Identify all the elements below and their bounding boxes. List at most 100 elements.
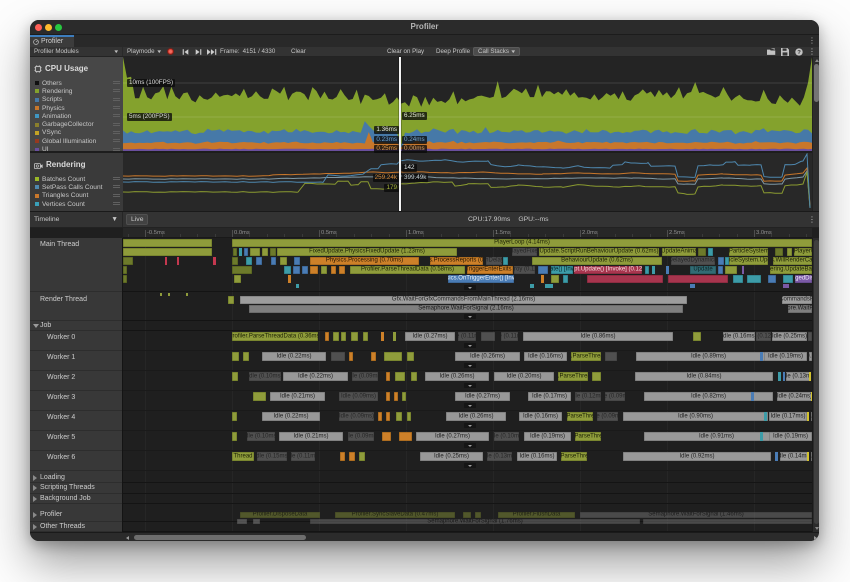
close-traffic-light[interactable] xyxy=(35,24,42,31)
timeline-sample-bar[interactable]: DirectorUpdateAnimationEnd xyxy=(662,248,696,256)
timeline-sample-bar[interactable] xyxy=(384,352,402,361)
timeline-sample-bar[interactable] xyxy=(340,452,345,461)
timeline-sample-bar[interactable]: Idle (0.27ms) xyxy=(405,332,455,341)
timeline-sample-bar[interactable] xyxy=(296,284,299,288)
timeline-sample-bar[interactable] xyxy=(123,266,127,274)
timeline-sample-bar[interactable] xyxy=(253,519,260,524)
timeline-sample-bar[interactable]: Idle (0.26ms) xyxy=(446,412,506,421)
drag-handle-icon[interactable] xyxy=(113,130,120,134)
timeline-sample-bar[interactable] xyxy=(725,257,729,265)
drag-handle-icon[interactable] xyxy=(113,177,120,181)
timeline-track-area[interactable]: PlayerLoop (4.14ms) FixedUpdate.PhysicsFi… xyxy=(123,238,812,532)
thread-label-worker-0[interactable]: Worker 0 xyxy=(47,334,76,341)
timeline-sample-bar[interactable] xyxy=(407,412,411,421)
timeline-view-dropdown[interactable]: Timeline ▼ xyxy=(30,212,123,227)
timeline-sample-bar[interactable]: Idle (0.13ms) xyxy=(487,452,512,461)
timeline-sample-bar[interactable]: Idle (0.25ms) xyxy=(811,452,812,461)
timeline-sample-bar[interactable]: Gfx.WaitForGfxCommandsFromMainThread xyxy=(782,296,812,304)
timeline-sample-bar[interactable] xyxy=(386,412,390,421)
expand-rows-icon[interactable] xyxy=(464,383,476,388)
timeline-sample-bar[interactable] xyxy=(339,266,345,274)
timeline-sample-bar[interactable]: ParticleSystem.Update xyxy=(729,257,768,265)
scroll-up-arrow-icon[interactable] xyxy=(814,58,819,62)
timeline-sample-bar[interactable]: Idle (0.22ms) xyxy=(262,412,320,421)
timeline-sample-bar[interactable]: Profiler.DisposeData xyxy=(240,512,320,518)
timeline-sample-bar[interactable]: Idle (0.09ms) xyxy=(597,412,618,421)
timeline-sample-bar[interactable]: Idle (0.09ms) xyxy=(339,412,374,421)
timeline-sample-bar[interactable]: Idle (0.90ms) xyxy=(623,412,768,421)
legend-item-setpass-calls-count[interactable]: SetPass Calls Count xyxy=(30,183,123,191)
thread-label-worker-3[interactable]: Worker 3 xyxy=(47,394,76,401)
timeline-sample-bar[interactable]: Profiler.ParseThreadData xyxy=(558,372,588,381)
drag-handle-icon[interactable] xyxy=(113,114,120,118)
timeline-sample-bar[interactable] xyxy=(742,266,744,274)
record-button[interactable] xyxy=(163,47,178,56)
last-frame-button[interactable] xyxy=(203,47,221,56)
timeline-sample-bar[interactable] xyxy=(123,239,212,247)
timeline-sample-bar[interactable] xyxy=(481,332,495,341)
legend-item-batches-count[interactable]: Batches Count xyxy=(30,175,123,183)
drag-handle-icon[interactable] xyxy=(113,193,120,197)
timeline-sample-bar[interactable] xyxy=(381,332,384,341)
thread-label-job[interactable]: Job xyxy=(40,322,52,329)
timeline-sample-bar[interactable] xyxy=(359,452,365,461)
save-profile-icon[interactable] xyxy=(781,47,789,56)
deep-profile-button[interactable]: Deep Profile xyxy=(432,47,474,56)
timeline-sample-bar[interactable]: Idle (0.14ms) xyxy=(809,352,812,361)
timeline-sample-bar[interactable] xyxy=(708,248,713,256)
timeline-sample-bar[interactable] xyxy=(351,332,358,341)
timeline-sample-bar[interactable] xyxy=(751,392,754,401)
timeline-sample-bar[interactable] xyxy=(271,257,276,265)
timeline-sample-bar[interactable]: Idle (0.27ms) xyxy=(416,432,489,441)
timeline-sample-bar[interactable]: Update.ScriptRunBehaviourUpdate (0.62ms) xyxy=(539,248,659,256)
timeline-scrollbar-thumb[interactable] xyxy=(814,240,819,524)
timeline-sample-bar[interactable] xyxy=(341,332,346,341)
charts-scrollbar-thumb[interactable] xyxy=(814,64,819,102)
clear-button[interactable]: Clear xyxy=(287,47,310,56)
drag-handle-icon[interactable] xyxy=(113,89,120,93)
timeline-sample-bar[interactable]: Physics.OnTriggerEnter() [Invoke] xyxy=(448,275,514,283)
timeline-sample-bar[interactable] xyxy=(349,352,353,361)
timeline-menu-icon[interactable]: ⋮ xyxy=(808,215,816,224)
timeline-sample-bar[interactable]: Idle (0.82ms) xyxy=(644,392,773,401)
timeline-sample-bar[interactable]: Idle (0.13ms) xyxy=(786,372,811,381)
thread-label-render-thread[interactable]: Render Thread xyxy=(40,296,87,303)
timeline-sample-bar[interactable] xyxy=(165,257,167,265)
timeline-sample-bar[interactable]: Update() [Invoke] xyxy=(551,266,573,274)
call-stacks-dropdown[interactable]: Call Stacks ▼ xyxy=(473,47,521,56)
timeline-sample-bar[interactable] xyxy=(402,392,406,401)
timeline-sample-bar[interactable]: Gfx.WaitForGfxCommandsFromMainThread (2.… xyxy=(240,296,687,304)
expand-rows-icon[interactable] xyxy=(464,463,476,468)
timeline-sample-bar[interactable] xyxy=(246,257,252,265)
timeline-sample-bar[interactable] xyxy=(783,284,789,288)
tab-menu-icon[interactable]: ⋮ xyxy=(808,36,816,45)
timeline-sample-bar[interactable] xyxy=(293,266,300,274)
drag-handle-icon[interactable] xyxy=(113,147,120,151)
expand-rows-icon[interactable] xyxy=(464,443,476,448)
timeline-sample-bar[interactable] xyxy=(386,372,390,381)
timeline-sample-bar[interactable]: Semaphore.WaitForSignal xyxy=(788,305,812,313)
timeline-sample-bar[interactable] xyxy=(294,257,300,265)
expand-rows-icon[interactable] xyxy=(464,314,476,319)
timeline-sample-bar[interactable] xyxy=(807,412,809,421)
timeline-sample-bar[interactable] xyxy=(382,432,391,441)
timeline-sample-bar[interactable]: Idle (0.10ms) xyxy=(247,432,275,441)
timeline-sample-bar[interactable] xyxy=(698,248,706,256)
expand-rows-icon[interactable] xyxy=(464,403,476,408)
timeline-sample-bar[interactable] xyxy=(371,352,376,361)
drag-handle-icon[interactable] xyxy=(113,106,120,110)
timeline-sample-bar[interactable] xyxy=(177,257,179,265)
timeline-scrollbar[interactable] xyxy=(812,238,819,532)
timeline-sample-bar[interactable] xyxy=(186,293,188,296)
playmode-dropdown[interactable]: Playmode ▼ xyxy=(123,47,165,56)
timeline-sample-bar[interactable]: Physics.ProcessReports (0.40ms) xyxy=(430,257,483,265)
timeline-sample-bar[interactable]: Idle (0.10ms) xyxy=(249,372,281,381)
timeline-sample-bar[interactable] xyxy=(239,248,242,256)
timeline-sample-bar[interactable] xyxy=(123,257,133,265)
timeline-sample-bar[interactable] xyxy=(262,248,268,256)
timeline-sample-bar[interactable] xyxy=(321,266,327,274)
timeline-sample-bar[interactable] xyxy=(463,512,471,518)
timeline-sample-bar[interactable]: Idle (0.16ms) xyxy=(519,412,562,421)
drag-handle-icon[interactable] xyxy=(113,81,120,85)
expand-rows-icon[interactable] xyxy=(464,363,476,368)
